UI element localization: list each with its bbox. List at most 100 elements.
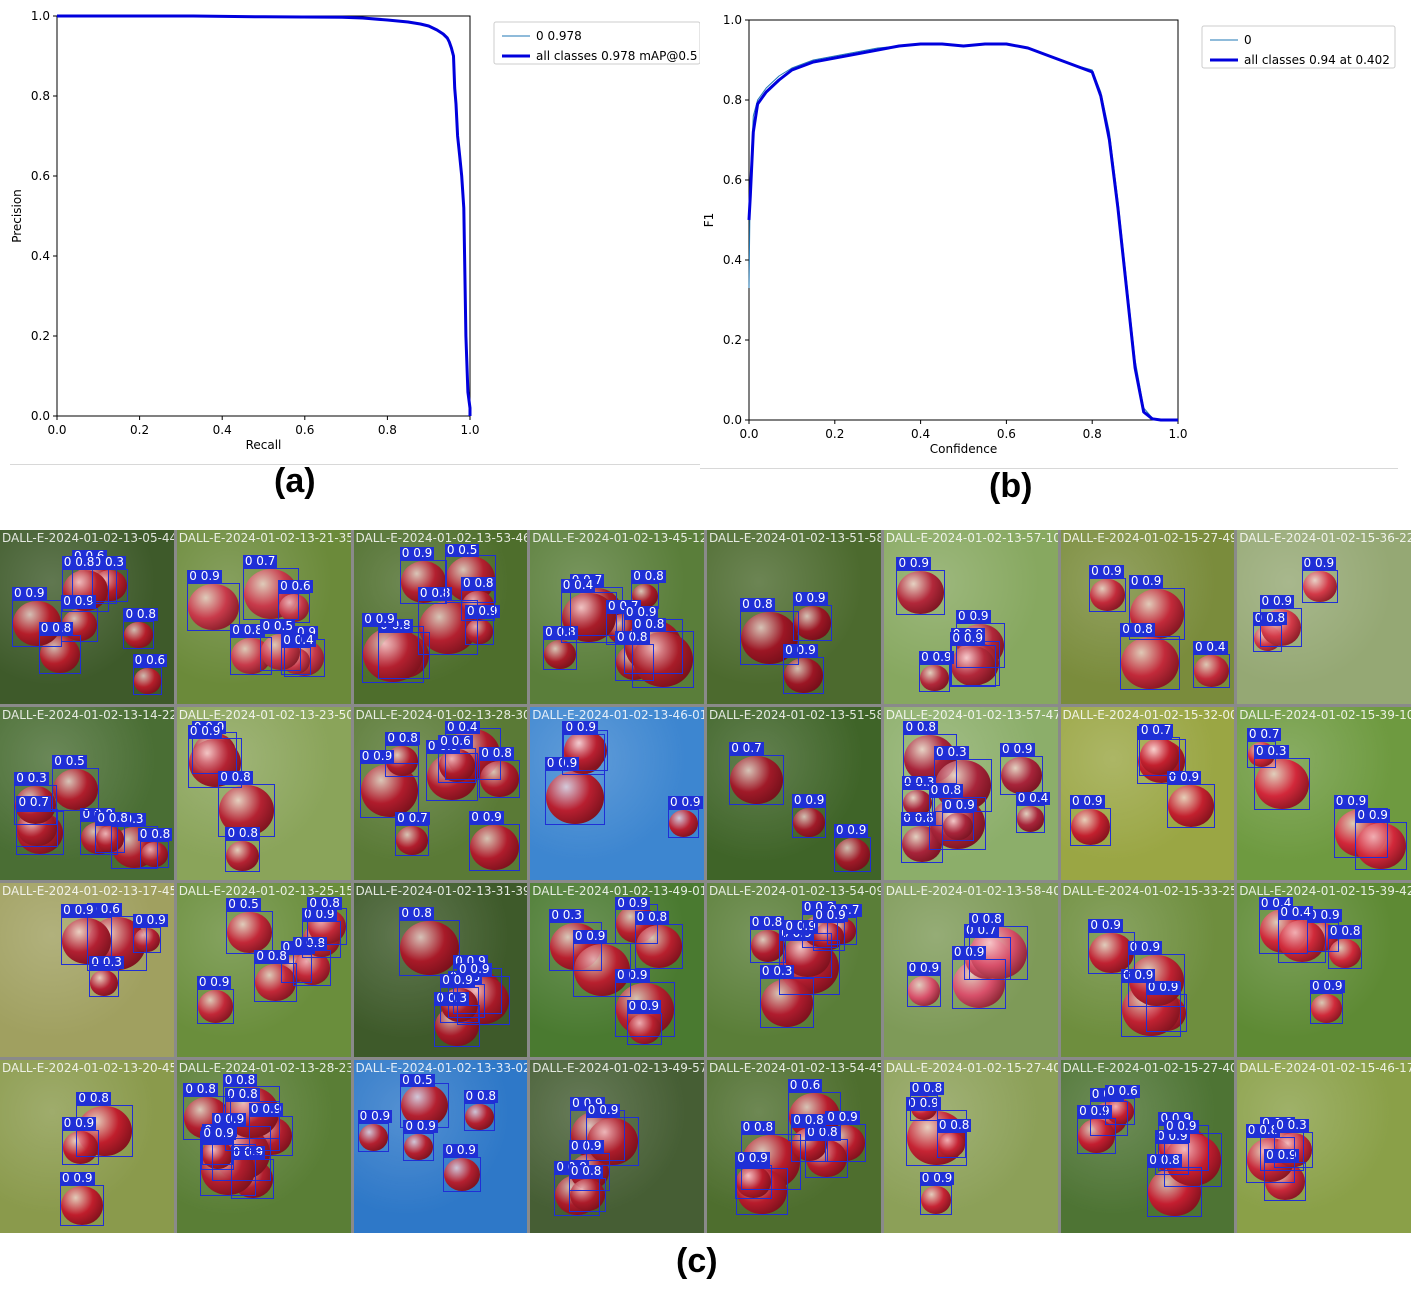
apple	[760, 978, 814, 1028]
detection-label: 0 0.9	[919, 1171, 955, 1186]
detection-tile: 0 0.3 0 0.9 0 0.9 0 0.8 0 0.9 0 0.9 DALL-E-202…	[530, 883, 704, 1057]
detection-box	[901, 788, 933, 818]
detection-box	[668, 808, 700, 838]
detection-label: 0 0.9	[399, 545, 435, 560]
detection-label: 0 0.9	[11, 586, 47, 601]
apple	[545, 770, 604, 825]
apple	[1001, 756, 1042, 795]
detection-label: 0 0.9	[896, 555, 932, 570]
detection-box	[463, 1102, 495, 1132]
separator-line-a	[10, 464, 700, 465]
detection-label: 0 0.8	[123, 607, 159, 622]
detection-box	[278, 592, 311, 623]
detection-box	[14, 785, 57, 825]
detection-box	[479, 760, 520, 798]
detection-box	[469, 823, 521, 871]
tile-caption: DALL-E-2024-01-02-15-27-40	[1062, 1060, 1235, 1075]
apple	[1016, 806, 1045, 832]
detection-label: 0 0.8	[461, 575, 496, 590]
detection-box	[226, 910, 274, 954]
detection-box	[1128, 588, 1186, 641]
detection-label: 0 0.8	[903, 720, 938, 735]
apple	[465, 619, 493, 644]
apple	[1090, 579, 1125, 612]
detection-label: 0 0.8	[307, 896, 342, 910]
detection-box	[1015, 805, 1046, 833]
x-tick-label: 0.4	[911, 427, 930, 441]
detection-label: 0 0.6	[132, 653, 168, 668]
detection-label: 0 0.3	[91, 554, 127, 569]
detection-box	[1246, 741, 1277, 769]
detection-box	[793, 605, 832, 641]
detection-label: 0 0.9	[906, 961, 942, 976]
apple	[444, 1158, 481, 1192]
detection-label: 0 0.3	[549, 908, 584, 923]
detection-label: 0 0.9	[1127, 940, 1163, 955]
detection-box	[456, 976, 510, 1025]
detection-box	[626, 1012, 662, 1046]
detection-box	[395, 825, 429, 856]
tile-caption: DALL-E-2024-01-02-15-27-40	[885, 1060, 1058, 1075]
detection-tile: 0 0.90 0.90 0.80 0.8DALL-E-2024-01-02-13…	[176, 706, 351, 880]
detection-label: 0 0.8	[634, 910, 670, 925]
apple	[635, 925, 683, 969]
detection-box	[211, 1126, 272, 1181]
apple	[792, 808, 825, 838]
tile-caption: DALL-E-2024-01-02-13-23-50	[178, 707, 351, 722]
detection-tile: 0 0.60 0.80 0.90 0.90 0.80 0.90 0.8DALL-…	[707, 1059, 881, 1233]
apple	[90, 970, 119, 996]
detection-label: 0 0.8	[909, 1080, 945, 1095]
detection-label: 0 0.8	[225, 1087, 260, 1102]
apple	[363, 627, 424, 683]
detection-label: 0 0.9	[950, 630, 985, 645]
detection-tile: 0 0.9 0 0.9 0 0.9 0 0.9 DALL-E-2024-01-02-15…	[1060, 883, 1235, 1057]
legend-box	[1201, 25, 1396, 69]
detection-box	[95, 825, 125, 853]
detection-label: 0 0.9	[623, 605, 659, 620]
detection-label: 0 0.8	[95, 811, 130, 826]
detection-label: 0 0.8	[740, 596, 775, 611]
tile-caption: DALL-E-2024-01-02-13-14-22	[2, 707, 174, 722]
detection-label: 0 0.9	[469, 809, 504, 824]
detection-box	[1120, 981, 1182, 1037]
detection-box	[950, 644, 996, 687]
detection-label: 0 0.9	[942, 798, 977, 813]
y-tick-label: 0.6	[723, 173, 742, 187]
detection-tile: 0 0.9 0 0.9 0 0.7 DALL-E-2024-01-02-13-51-5…	[707, 706, 881, 880]
panel-label-c: (c)	[676, 1242, 718, 1280]
apple	[400, 920, 460, 976]
detection-box	[1301, 569, 1338, 603]
panel-label-b: (b)	[989, 467, 1033, 505]
detection-label: 0 0.8	[631, 569, 666, 584]
y-tick-label: 0.0	[723, 413, 742, 427]
detection-label: 0 0.9	[61, 903, 96, 918]
apple	[794, 606, 831, 640]
detection-box	[123, 621, 155, 650]
apple	[920, 1186, 951, 1214]
detection-label: 0 0.8	[463, 1088, 499, 1103]
detection-label: 0 0.9	[443, 1143, 478, 1158]
detection-label: 0 0.9	[187, 723, 223, 738]
detection-tile: 0 0.90 0.90 0.80 0.90 0.50 0.80 0.8DALL-…	[176, 883, 351, 1057]
apple	[1193, 654, 1229, 688]
detection-label: 0 0.9	[563, 719, 599, 734]
detection-label: 0 0.6	[278, 578, 313, 593]
detection-label: 0 0.6	[438, 734, 473, 749]
y-tick-label: 0.4	[723, 253, 742, 267]
detection-box	[307, 908, 348, 945]
detection-label: 0 0.8	[928, 783, 964, 798]
y-tick-label: 0.2	[31, 329, 50, 343]
detection-box	[1192, 653, 1230, 689]
detection-label: 0 0.9	[1088, 917, 1123, 932]
tile-caption: DALL-E-2024-01-02-13-57-47	[885, 707, 1058, 722]
detection-label: 0 0.9	[1264, 1148, 1299, 1163]
apple	[188, 584, 239, 631]
detection-box	[91, 568, 128, 603]
detection-box	[461, 589, 496, 622]
detection-label: 0 0.8	[1245, 1123, 1281, 1138]
detection-label: 0 0.8	[225, 826, 260, 841]
detection-label: 0 0.9	[187, 569, 222, 584]
detection-box	[919, 1185, 952, 1215]
detection-label: 0 0.3	[14, 771, 49, 786]
apple	[902, 789, 932, 817]
